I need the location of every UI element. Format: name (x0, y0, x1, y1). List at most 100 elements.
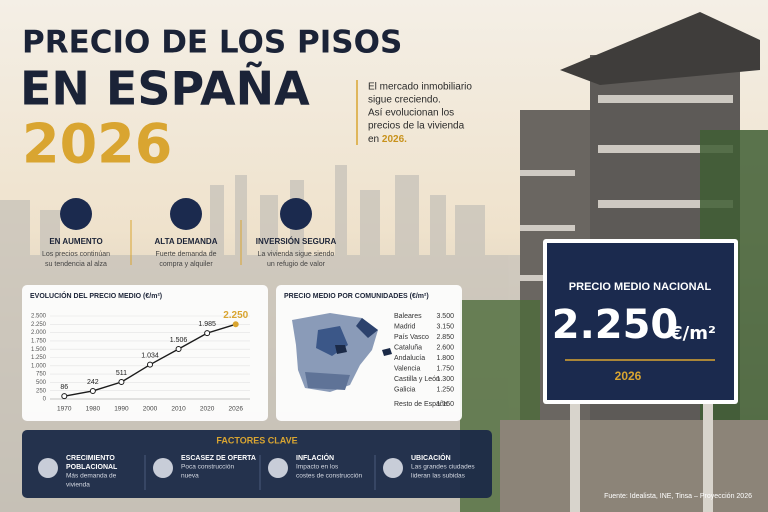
factor-text: nueva (181, 473, 199, 480)
y-tick-label: 1.000 (31, 363, 47, 369)
intro-line: precios de la vivienda (368, 121, 465, 132)
value-label: 2.250 (223, 310, 248, 321)
point (89, 387, 96, 394)
sign: PRECIO MEDIO NACIONAL 2.250 €/m² 2026 (543, 239, 738, 512)
source: Fuente: Idealista, INE, Tinsa – Proyecci… (604, 493, 752, 500)
factor-text: Poca construcción (181, 464, 234, 471)
y-tick-label: 500 (36, 380, 47, 386)
factor-text: lideran las subidas (411, 473, 466, 480)
x-tick-label: 1980 (86, 406, 101, 413)
value-label: 1.985 (198, 321, 216, 328)
factor-title: INFLACIÓN (296, 453, 334, 462)
intro: El mercado inmobiliario sigue creciendo. A… (368, 82, 472, 145)
region-value: 1.150 (436, 401, 454, 408)
factor-text: vivienda (66, 482, 90, 489)
value-label: 1.506 (170, 337, 188, 344)
y-tick-label: 250 (36, 388, 47, 394)
feature-icon (170, 198, 202, 230)
region-name: Baleares (394, 313, 422, 320)
feature-text: su tendencia al alza (45, 261, 107, 268)
point (61, 393, 68, 400)
y-tick-label: 1.500 (31, 347, 47, 353)
region-value: 1.300 (436, 376, 454, 383)
factor-text: Las grandes ciudades (411, 464, 475, 471)
region-name: Andalucía (394, 355, 425, 362)
factor-title: CRECIMIENTO (66, 455, 115, 462)
point (175, 346, 182, 353)
factor-text: costes de construcción (296, 473, 363, 480)
region-value: 2.850 (436, 334, 454, 341)
chart-panel (22, 285, 268, 421)
region-value: 3.150 (436, 323, 454, 330)
y-tick-label: 2.250 (31, 322, 47, 328)
region-name: Castilla y León (394, 376, 440, 383)
factor-text: Más demanda de (66, 473, 117, 480)
factors: CRECIMIENTO POBLACIONAL Más demanda de vivi… (38, 453, 475, 490)
region-name: Galicia (394, 386, 416, 393)
y-tick-label: 2.500 (31, 314, 47, 320)
feature-text: compra y alquiler (159, 261, 213, 268)
value-label: 86 (60, 384, 68, 391)
intro-highlight: 2026. (382, 134, 407, 145)
feature-title: INVERSIÓN SEGURA (256, 237, 337, 246)
point (232, 321, 239, 328)
value-label: 1.034 (141, 353, 159, 360)
value-label: 511 (116, 370, 127, 377)
spain-map (292, 313, 392, 392)
factor-icon (268, 458, 288, 478)
feature-text: un refugio de valor (267, 261, 326, 268)
region-value: 3.500 (436, 313, 454, 320)
factors-title: FACTORES CLAVE (216, 435, 297, 445)
line-chart: 0 250 500 750 1.000 1.250 1.500 1.750 2.000 2.250… (31, 310, 250, 413)
sign-title: PRECIO MEDIO NACIONAL (569, 281, 712, 293)
region-name: Madrid (394, 323, 416, 330)
title: EN ESPAÑA (20, 62, 310, 116)
intro-line: Así evolucionan los (368, 108, 454, 119)
region-name: País Vasco (394, 334, 429, 341)
y-tick-label: 750 (36, 372, 47, 378)
feature-icon (280, 198, 312, 230)
value-label: 242 (87, 379, 99, 386)
region-name: Cataluña (394, 344, 422, 351)
feature-icon (60, 198, 92, 230)
feature-text: La vivienda sigue siendo (258, 251, 335, 258)
chart-title: EVOLUCIÓN DEL PRECIO MEDIO (€/m²) (30, 291, 162, 300)
sign-year: 2026 (615, 369, 642, 383)
factor-icon (38, 458, 58, 478)
title: PRECIO DE LOS PISOS (22, 25, 402, 61)
region-list: Baleares 3.500 Madrid 3.150 País Vasco 2.850 C… (394, 313, 454, 408)
x-tick-label: 2026 (228, 406, 243, 413)
sign-value: 2.250 (552, 302, 679, 348)
features: EN AUMENTO Los precios continúan su tenden… (42, 198, 337, 268)
x-tick-label: 2000 (143, 406, 158, 413)
x-tick-label: 1990 (114, 406, 129, 413)
x-tick-label: 1970 (57, 406, 72, 413)
y-tick-label: 1.750 (31, 338, 47, 344)
feature-title: EN AUMENTO (49, 237, 102, 246)
factor-icon (153, 458, 173, 478)
sign-unit: €/m² (669, 323, 716, 344)
factor-title: POBLACIONAL (66, 464, 118, 471)
factor-text: Impacto en los (296, 464, 339, 471)
factor-icon (383, 458, 403, 478)
y-tick-label: 1.250 (31, 355, 47, 361)
feature-text: Los precios continúan (42, 251, 110, 258)
point (147, 361, 153, 368)
region-name: Resto de España (394, 401, 448, 408)
region-name: Valencia (394, 365, 420, 372)
intro-text: en (368, 134, 379, 145)
y-tick-label: 0 (43, 397, 47, 403)
title-year: 2026 (22, 113, 172, 176)
factor-title: ESCASEZ DE OFERTA (181, 455, 256, 462)
region-value: 1.750 (436, 365, 454, 372)
factor-title: UBICACIÓN (411, 453, 451, 462)
point (204, 330, 211, 337)
intro-line: El mercado inmobiliario (368, 82, 472, 93)
y-tick-label: 2.000 (31, 330, 47, 336)
intro-line: en 2026. (368, 134, 407, 145)
x-tick-label: 2020 (200, 406, 215, 413)
region-value: 1.800 (436, 355, 454, 362)
intro-line: sigue creciendo. (368, 95, 441, 106)
feature-text: Fuerte demanda de (155, 251, 216, 258)
